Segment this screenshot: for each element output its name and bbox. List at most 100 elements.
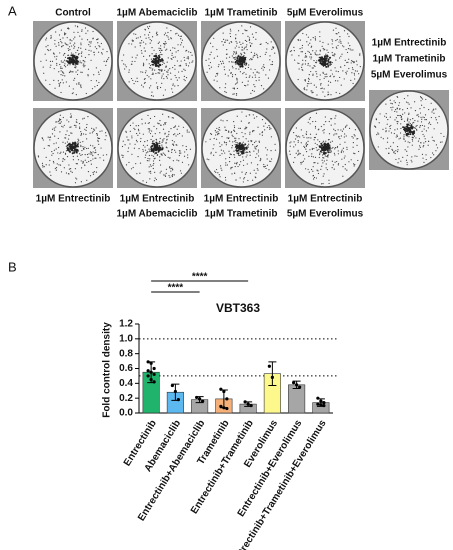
cell-speck — [162, 73, 164, 75]
cell-speck — [416, 124, 418, 127]
well-label: 5µM Everolimus — [371, 70, 448, 81]
cell-speck — [164, 43, 166, 45]
cell-speck — [235, 51, 237, 53]
cell-speck — [43, 147, 45, 149]
cell-speck — [314, 142, 316, 144]
cell-speck — [147, 114, 149, 117]
cell-speck — [301, 68, 303, 71]
cell-speck — [166, 48, 168, 50]
cell-speck — [70, 115, 73, 117]
cell-speck — [233, 172, 236, 174]
cell-speck — [163, 138, 165, 140]
cell-speck — [359, 53, 361, 55]
cell-speck — [216, 80, 218, 82]
cell-speck — [241, 111, 243, 113]
cell-speck — [242, 156, 244, 158]
cell-speck — [60, 60, 62, 62]
cell-speck — [245, 85, 247, 87]
cell-speck — [61, 79, 63, 81]
cell-cluster — [327, 58, 330, 61]
data-point — [152, 366, 156, 371]
cell-speck — [91, 88, 94, 90]
cell-speck — [319, 31, 321, 33]
cell-speck — [230, 30, 232, 32]
cell-speck — [256, 53, 258, 55]
cell-speck — [375, 119, 378, 121]
cell-cluster — [324, 62, 327, 65]
data-point — [225, 397, 229, 401]
cell-speck — [142, 86, 144, 88]
cell-speck — [160, 153, 162, 155]
cell-speck — [334, 117, 336, 119]
cell-speck — [161, 69, 163, 71]
cell-speck — [385, 103, 387, 105]
cell-speck — [97, 153, 99, 156]
cell-speck — [303, 145, 305, 147]
cell-speck — [176, 159, 178, 161]
cell-speck — [167, 135, 169, 137]
cell-speck — [177, 34, 180, 36]
cell-speck — [135, 80, 137, 82]
cell-speck — [139, 36, 142, 38]
cell-speck — [306, 137, 308, 139]
cell-speck — [245, 126, 247, 128]
cell-speck — [149, 38, 151, 41]
cell-speck — [167, 156, 169, 158]
cell-speck — [73, 31, 75, 33]
cell-speck — [97, 38, 99, 40]
cell-speck — [67, 48, 69, 50]
data-point — [249, 403, 253, 408]
cell-speck — [378, 133, 380, 135]
cell-speck — [217, 131, 219, 133]
cell-speck — [319, 40, 321, 42]
cell-speck — [145, 43, 147, 45]
cell-speck — [411, 156, 413, 158]
cell-speck — [356, 144, 358, 146]
cell-speck — [302, 63, 304, 65]
cell-speck — [385, 116, 388, 119]
cell-speck — [158, 41, 160, 43]
cell-speck — [346, 70, 348, 72]
cell-speck — [175, 33, 177, 35]
cell-speck — [148, 131, 150, 133]
cell-speck — [88, 49, 90, 51]
cell-speck — [349, 48, 351, 50]
cell-speck — [213, 137, 215, 140]
cell-speck — [42, 139, 44, 141]
cell-speck — [172, 91, 174, 93]
cell-speck — [122, 156, 124, 158]
cell-speck — [128, 161, 130, 164]
cell-speck — [51, 133, 54, 135]
cell-speck — [303, 87, 306, 89]
cell-speck — [77, 31, 79, 34]
cell-speck — [326, 76, 328, 78]
cell-speck — [186, 57, 188, 59]
cell-speck — [247, 145, 249, 147]
cell-speck — [90, 79, 92, 82]
cell-speck — [312, 178, 315, 180]
cell-speck — [64, 153, 67, 155]
cell-speck — [159, 47, 162, 50]
cell-speck — [308, 74, 310, 76]
cell-speck — [80, 42, 82, 44]
cell-speck — [145, 70, 147, 72]
cell-speck — [151, 36, 154, 38]
cell-speck — [250, 92, 252, 94]
cell-speck — [224, 152, 226, 154]
cell-speck — [148, 154, 151, 157]
cell-speck — [414, 119, 416, 122]
cell-speck — [356, 70, 358, 72]
cell-speck — [75, 66, 77, 68]
cell-speck — [310, 168, 313, 171]
cell-speck — [249, 26, 252, 28]
cell-speck — [322, 141, 324, 143]
cell-speck — [135, 139, 138, 141]
cell-speck — [398, 158, 400, 160]
cell-cluster — [236, 145, 239, 148]
cell-speck — [408, 113, 410, 116]
cell-speck — [226, 120, 228, 122]
cell-speck — [151, 135, 154, 137]
cell-speck — [234, 143, 236, 146]
cell-speck — [261, 134, 263, 136]
cell-speck — [245, 30, 247, 32]
